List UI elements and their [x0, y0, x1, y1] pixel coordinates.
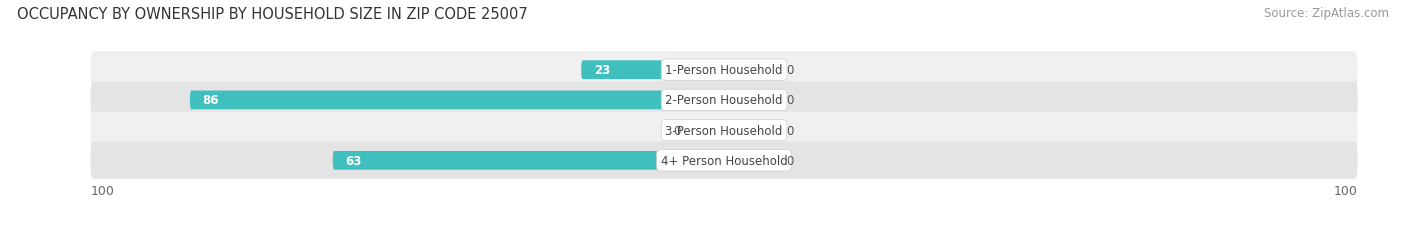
Text: 63: 63 — [346, 154, 361, 167]
Text: OCCUPANCY BY OWNERSHIP BY HOUSEHOLD SIZE IN ZIP CODE 25007: OCCUPANCY BY OWNERSHIP BY HOUSEHOLD SIZE… — [17, 7, 527, 22]
FancyBboxPatch shape — [693, 121, 724, 140]
Text: 0: 0 — [786, 154, 793, 167]
Text: 4+ Person Household: 4+ Person Household — [661, 154, 787, 167]
Text: 0: 0 — [786, 64, 793, 77]
FancyBboxPatch shape — [724, 151, 773, 170]
Text: 0: 0 — [673, 124, 681, 137]
FancyBboxPatch shape — [90, 112, 1358, 149]
Text: 0: 0 — [786, 94, 793, 107]
Text: 3-Person Household: 3-Person Household — [665, 124, 783, 137]
FancyBboxPatch shape — [581, 61, 724, 80]
FancyBboxPatch shape — [333, 151, 724, 170]
FancyBboxPatch shape — [90, 142, 1358, 179]
Text: 2-Person Household: 2-Person Household — [665, 94, 783, 107]
FancyBboxPatch shape — [724, 121, 773, 140]
FancyBboxPatch shape — [90, 52, 1358, 89]
Text: 23: 23 — [593, 64, 610, 77]
Text: 1-Person Household: 1-Person Household — [665, 64, 783, 77]
Text: Source: ZipAtlas.com: Source: ZipAtlas.com — [1264, 7, 1389, 20]
FancyBboxPatch shape — [190, 91, 724, 110]
FancyBboxPatch shape — [90, 82, 1358, 119]
Text: 0: 0 — [786, 124, 793, 137]
Text: 86: 86 — [202, 94, 219, 107]
FancyBboxPatch shape — [724, 91, 773, 110]
FancyBboxPatch shape — [724, 61, 773, 80]
